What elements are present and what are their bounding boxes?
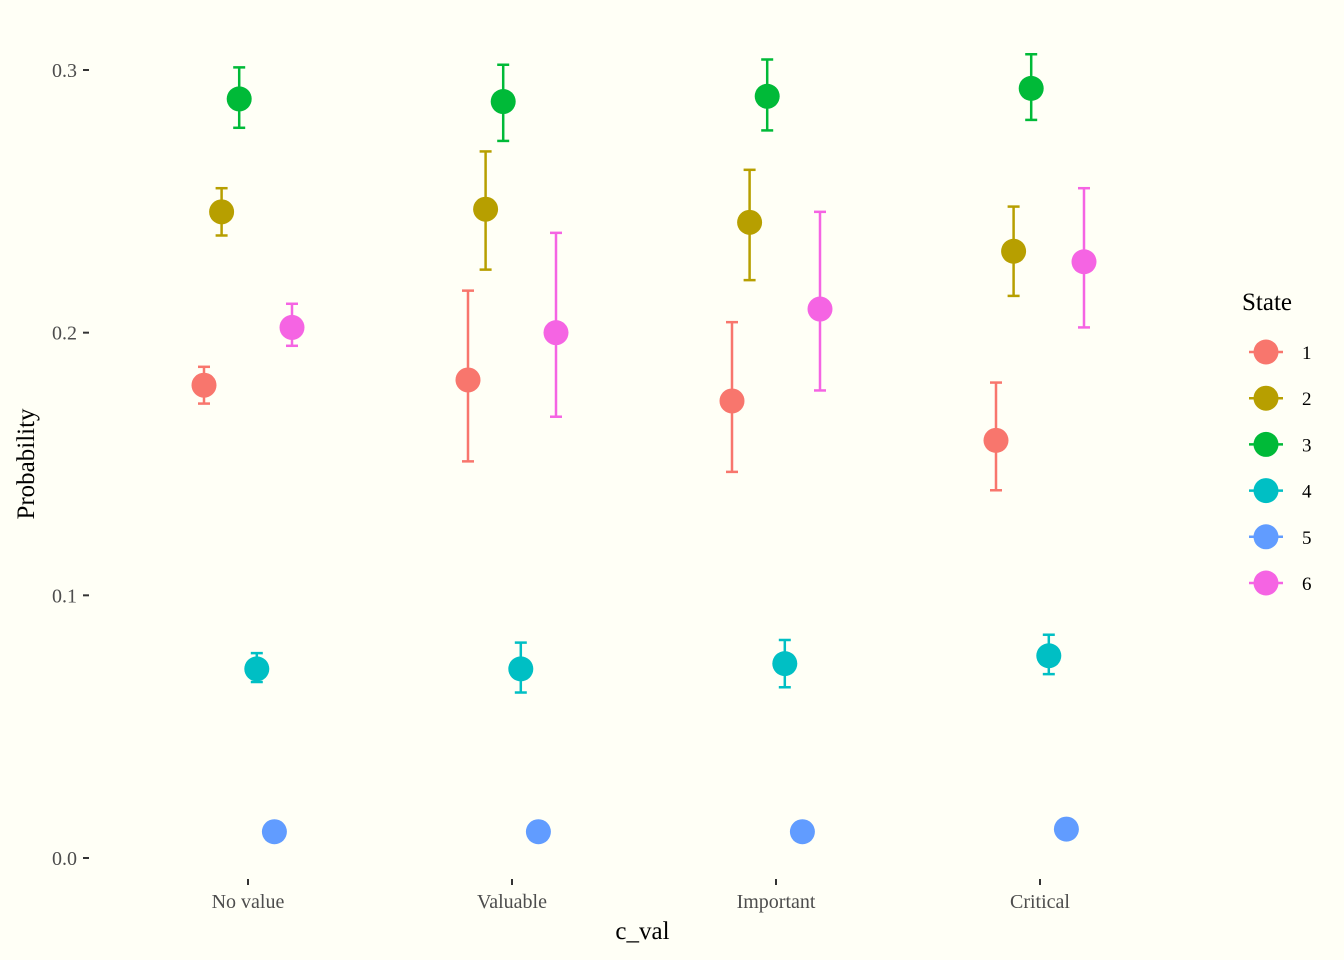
point-4-1 bbox=[508, 656, 534, 682]
x-tick-label-3: Critical bbox=[1010, 891, 1070, 913]
x-tick-label-2: Important bbox=[737, 891, 816, 913]
point-3-3 bbox=[1018, 75, 1044, 101]
point-4-2 bbox=[772, 651, 798, 677]
legend-key-4 bbox=[1249, 478, 1283, 504]
point-5-1 bbox=[525, 819, 551, 845]
point-2-0 bbox=[209, 199, 235, 225]
point-4-0 bbox=[244, 656, 270, 682]
series-2 bbox=[209, 150, 1027, 298]
y-tick-label-2: 0.2 bbox=[52, 323, 77, 345]
legend-label-3: 3 bbox=[1302, 435, 1312, 456]
legend: State 1 2 3 4 5 6 bbox=[1242, 289, 1312, 596]
legend-key-1 bbox=[1249, 339, 1283, 365]
y-tick-label-0: 0.0 bbox=[52, 848, 77, 870]
x-tick-label-0: No value bbox=[212, 891, 285, 913]
point-2-2 bbox=[737, 209, 763, 235]
point-2-3 bbox=[1001, 238, 1027, 264]
legend-label-2: 2 bbox=[1302, 389, 1312, 410]
point-1-0 bbox=[191, 372, 217, 398]
point-2-1 bbox=[473, 196, 499, 222]
legend-key-6 bbox=[1249, 570, 1283, 596]
point-5-3 bbox=[1053, 816, 1079, 842]
point-1-3 bbox=[983, 427, 1009, 453]
point-3-2 bbox=[754, 83, 780, 109]
point-6-1 bbox=[543, 320, 569, 346]
legend-key-5 bbox=[1249, 524, 1283, 550]
point-4-3 bbox=[1036, 643, 1062, 669]
series-4 bbox=[244, 633, 1062, 694]
point-1-2 bbox=[719, 388, 745, 414]
x-axis-title: c_val bbox=[615, 918, 669, 945]
series-5 bbox=[261, 816, 1079, 845]
point-3-1 bbox=[490, 89, 516, 115]
x-tick-label-1: Valuable bbox=[477, 891, 547, 913]
y-tick-label-1: 0.1 bbox=[52, 585, 77, 607]
series-6 bbox=[279, 186, 1097, 418]
axes: 0.0 0.1 0.2 0.3 No value Valuable Important Cri… bbox=[52, 60, 1070, 913]
legend-label-6: 6 bbox=[1302, 574, 1312, 595]
point-5-2 bbox=[789, 819, 815, 845]
series-3 bbox=[226, 52, 1044, 143]
point-6-0 bbox=[279, 314, 305, 340]
plot-marks bbox=[191, 52, 1097, 845]
legend-key-2 bbox=[1249, 385, 1283, 411]
legend-title: State bbox=[1242, 289, 1292, 316]
point-5-0 bbox=[261, 819, 287, 845]
legend-label-4: 4 bbox=[1302, 482, 1312, 503]
y-axis-title: Probability bbox=[13, 408, 40, 520]
series-1 bbox=[191, 289, 1009, 492]
point-3-0 bbox=[226, 86, 252, 112]
legend-label-5: 5 bbox=[1302, 528, 1312, 549]
point-1-1 bbox=[455, 367, 481, 393]
point-6-3 bbox=[1071, 249, 1097, 275]
legend-label-1: 1 bbox=[1302, 343, 1312, 364]
y-tick-label-3: 0.3 bbox=[52, 60, 77, 82]
legend-key-3 bbox=[1249, 431, 1283, 457]
point-6-2 bbox=[807, 296, 833, 322]
